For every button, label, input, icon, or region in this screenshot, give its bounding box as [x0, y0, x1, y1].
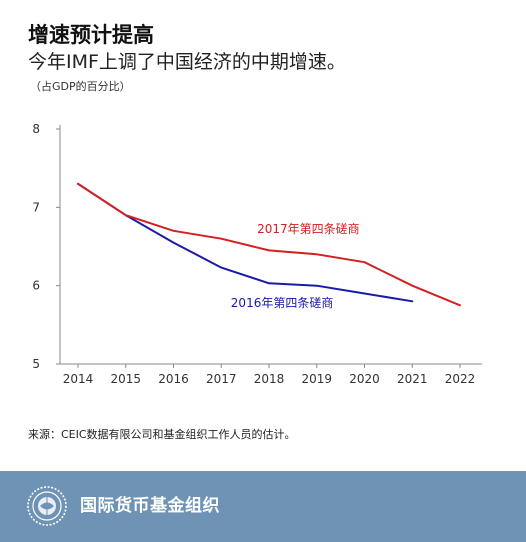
x-tick-label: 2021 — [397, 372, 428, 386]
x-tick-label: 2018 — [254, 372, 285, 386]
line-chart: 5 6 7 8 2014 2015 2016 2017 2018 2019 2020 2021 2022… — [32, 122, 482, 386]
x-tick-label: 2014 — [63, 372, 94, 386]
unit-label: （占GDP的百分比） — [30, 80, 131, 93]
source-note: 来源：CEIC数据有限公司和基金组织工作人员的估计。 — [28, 428, 296, 441]
chart-subtitle: 今年IMF上调了中国经济的中期增速。 — [28, 51, 346, 73]
x-tick-label: 2020 — [349, 372, 380, 386]
x-tick-label: 2015 — [110, 372, 141, 386]
chart-title: 增速预计提高 — [28, 23, 154, 47]
x-tick-label: 2017 — [206, 372, 237, 386]
y-tick-label: 6 — [32, 279, 40, 293]
organization-name: 国际货币基金组织 — [80, 496, 220, 516]
series-line — [77, 182, 414, 303]
x-tick-label: 2016 — [158, 372, 189, 386]
y-tick-label: 5 — [32, 357, 40, 371]
x-tick-label: 2022 — [445, 372, 476, 386]
y-tick-label: 8 — [32, 122, 40, 136]
series-label: 2016年第四条磋商 — [231, 295, 334, 310]
y-tick-label: 7 — [32, 200, 40, 214]
footer-banner: 国际货币基金组织 — [0, 471, 526, 542]
series-label: 2017年第四条磋商 — [257, 221, 360, 236]
imf-seal-icon — [27, 486, 67, 526]
series-line — [77, 182, 461, 307]
x-tick-label: 2019 — [301, 372, 332, 386]
